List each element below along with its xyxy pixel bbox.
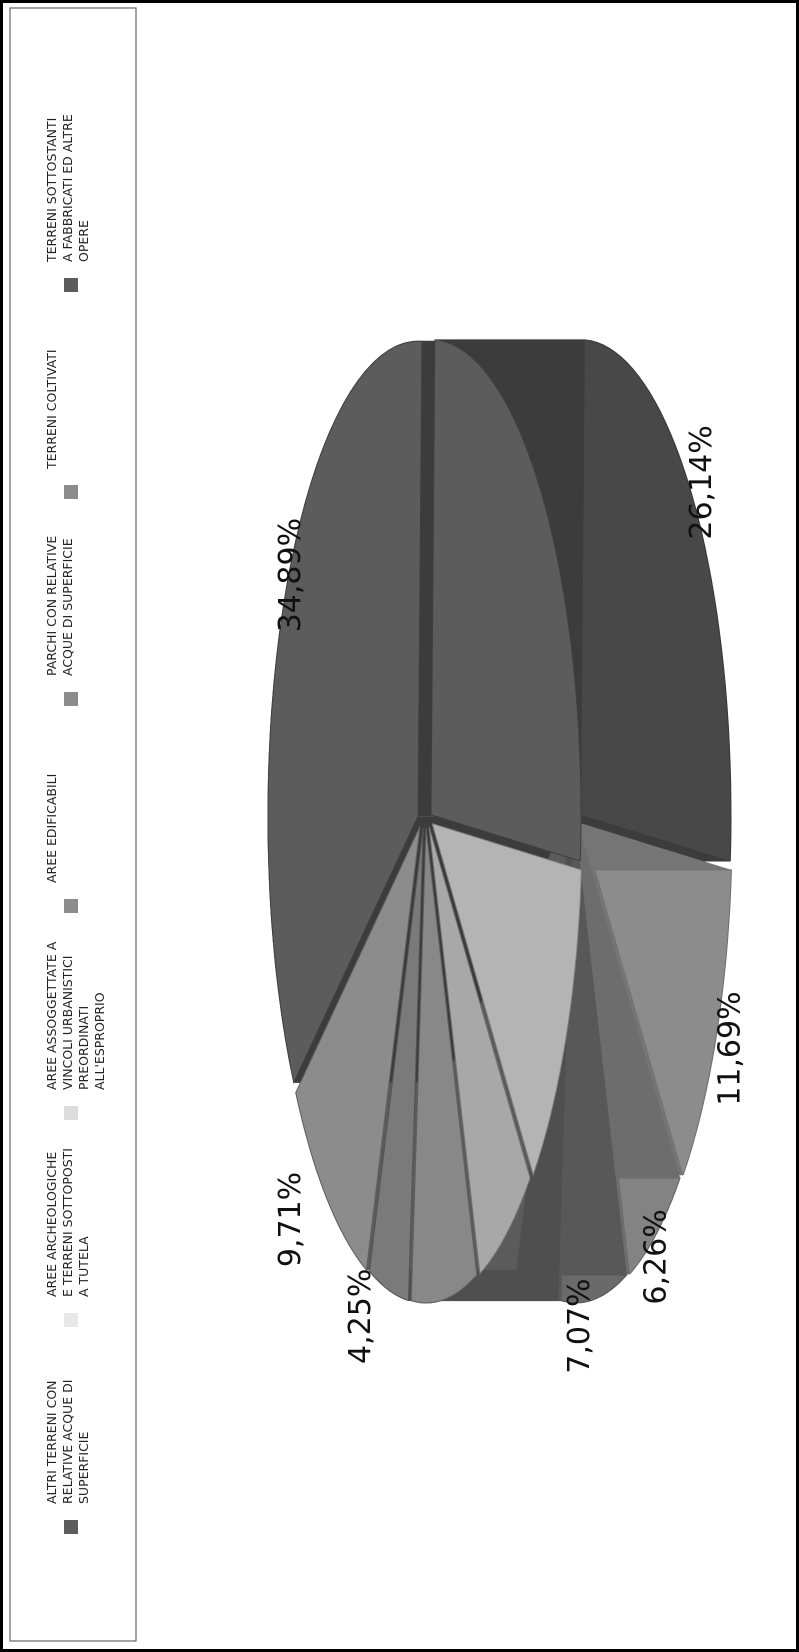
pie-slice-value-label: 11,69% — [712, 991, 747, 1105]
pie-slice-value-label: 9,71% — [273, 1172, 308, 1267]
legend-label: AREE ASSOGGETTATE A — [44, 941, 59, 1090]
legend-label: SUPERFICIE — [76, 1432, 91, 1504]
legend-label: RELATIVE ACQUE DI — [60, 1380, 75, 1504]
legend-label: ALL'ESPROPRIO — [92, 992, 107, 1090]
legend-label: ALTRI TERRENI CON — [44, 1380, 59, 1504]
pie-slice-terreni-coltivati — [431, 822, 582, 1177]
legend-swatch — [64, 1313, 78, 1327]
pie-slice-value-label: 26,14% — [684, 425, 719, 539]
legend-label: TERRENI COLTIVATI — [44, 349, 59, 470]
pie-slice-aree-assoggettate-a-vincoli-urbanistici- — [368, 827, 424, 1302]
pie-slice-aree-archeologiche-e-terreni-sottoposti- — [295, 826, 421, 1272]
legend-label: VINCOLI URBANISTICI — [60, 956, 75, 1090]
pie-slice-value-label: 34,89% — [273, 518, 308, 632]
pie-slice-parchi-con-relative-acque-di-superficie — [428, 826, 531, 1276]
legend-label: AREE ARCHEOLOGICHE — [44, 1152, 59, 1297]
legend-label: A TUTELA — [76, 1236, 91, 1297]
legend: ALTRI TERRENI CON RELATIVE ACQUE DI SUPERF… — [44, 114, 107, 1534]
pie-slice-value-label: 4,25% — [343, 1269, 378, 1364]
legend-label: A FABBRICATI ED ALTRE — [60, 114, 75, 262]
legend-swatch — [64, 485, 78, 499]
legend-label: AREE EDIFICABILI — [44, 774, 59, 883]
legend-swatch — [64, 899, 78, 913]
legend-swatch — [64, 1520, 78, 1534]
legend-swatch — [64, 1106, 78, 1120]
legend-label: PREORDINATI — [76, 1006, 91, 1090]
legend-swatch — [64, 278, 78, 292]
legend-swatch — [64, 692, 78, 706]
pie-slice-altri-terreni-con-relative-acque-di-supe — [267, 340, 423, 1084]
legend-label: TERRENI SOTTOSTANTI — [44, 118, 59, 263]
legend-label: ACQUE DI SUPERFICIE — [60, 538, 75, 676]
pie-slice-value-label: 6,26% — [639, 1209, 674, 1304]
legend-label: PARCHI CON RELATIVE — [44, 536, 59, 676]
pie-slice-terreni-sottostanti-a-fabbricati-ed-altr — [430, 339, 582, 862]
pie-slice-value-label: 7,07% — [562, 1278, 597, 1373]
pie-slice-aree-edificabili — [410, 827, 478, 1304]
pie-plot — [267, 339, 732, 1304]
legend-label: OPERE — [76, 220, 91, 262]
legend-label: E TERRENI SOTTOPOSTI — [60, 1148, 75, 1297]
pie-labels: 26,14% 11,69% 6,26% 7,07% 4,25% 9,71% 34,89% — [273, 425, 747, 1374]
